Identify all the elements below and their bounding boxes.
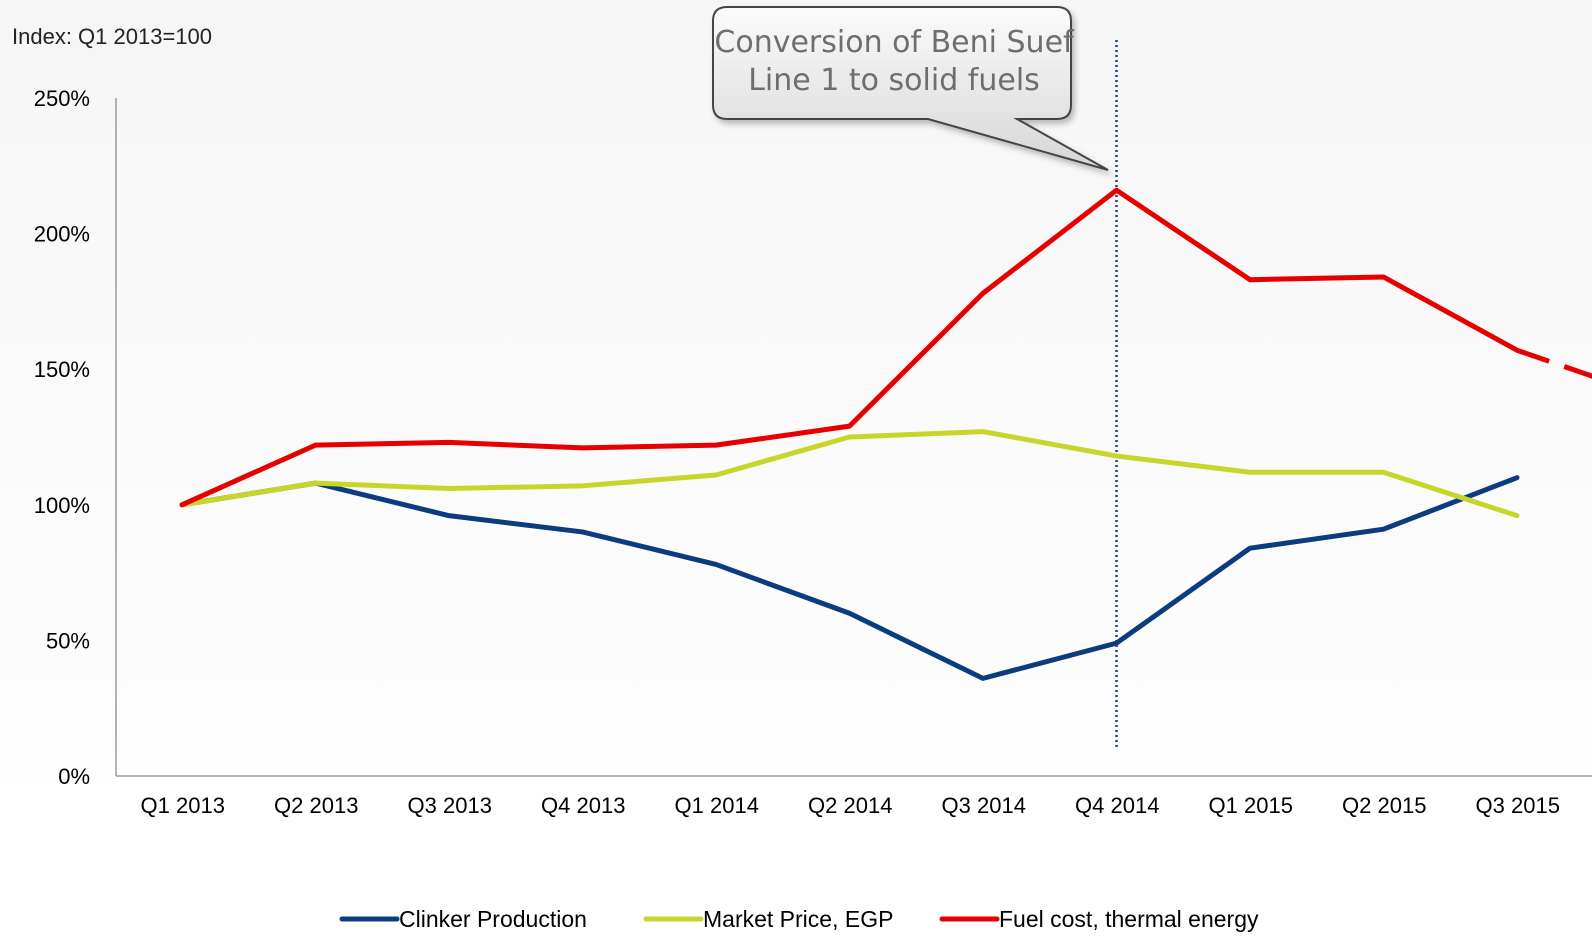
x-tick-label: Q1 2013: [141, 793, 225, 818]
x-tick-label: Q2 2013: [274, 793, 358, 818]
legend: Clinker Production Market Price, EGP Fuel …: [339, 906, 1259, 932]
series-line-fuel-cost-thermal-energy: [179, 187, 1520, 508]
legend-label: Fuel cost, thermal energy: [999, 906, 1259, 932]
series-dashed-extension: [1516, 347, 1592, 379]
y-tick-label: 200%: [34, 222, 90, 247]
x-axis: Q1 2013 Q2 2013 Q3 2013 Q4 2013 Q1 2014 Q2 20…: [116, 775, 1592, 818]
x-tick-label: Q4 2014: [1075, 793, 1159, 818]
y-axis: 0% 50% 100% 150% 200% 250%: [34, 86, 117, 789]
y-tick-label: 250%: [34, 86, 90, 111]
legend-label: Market Price, EGP: [703, 906, 893, 932]
y-tick-label: 0%: [58, 764, 90, 789]
x-tick-label: Q1 2015: [1209, 793, 1293, 818]
callout-text-line-2: Line 1 to solid fuels: [748, 63, 1040, 98]
x-tick-label: Q2 2015: [1342, 793, 1426, 818]
y-tick-label: 150%: [34, 357, 90, 382]
y-tick-label: 100%: [34, 493, 90, 518]
annotation-callout: Conversion of Beni Suef Line 1 to solid …: [712, 6, 1109, 171]
legend-label: Clinker Production: [399, 906, 587, 932]
index-label: Index: Q1 2013=100: [12, 24, 212, 49]
x-tick-label: Q3 2014: [942, 793, 1026, 818]
callout-bubble: [712, 6, 1109, 171]
series-line-market-price-egp: [179, 429, 1520, 519]
y-tick-label: 50%: [46, 628, 90, 653]
series-line-clinker-production: [179, 475, 1520, 681]
x-tick-label: Q3 2013: [408, 793, 492, 818]
series-lines: [179, 187, 1592, 681]
x-tick-label: Q3 2015: [1476, 793, 1560, 818]
x-tick-label: Q1 2014: [675, 793, 759, 818]
callout-text-line-1: Conversion of Beni Suef: [714, 25, 1075, 60]
x-tick-label: Q4 2013: [541, 793, 625, 818]
x-tick-label: Q2 2014: [808, 793, 892, 818]
